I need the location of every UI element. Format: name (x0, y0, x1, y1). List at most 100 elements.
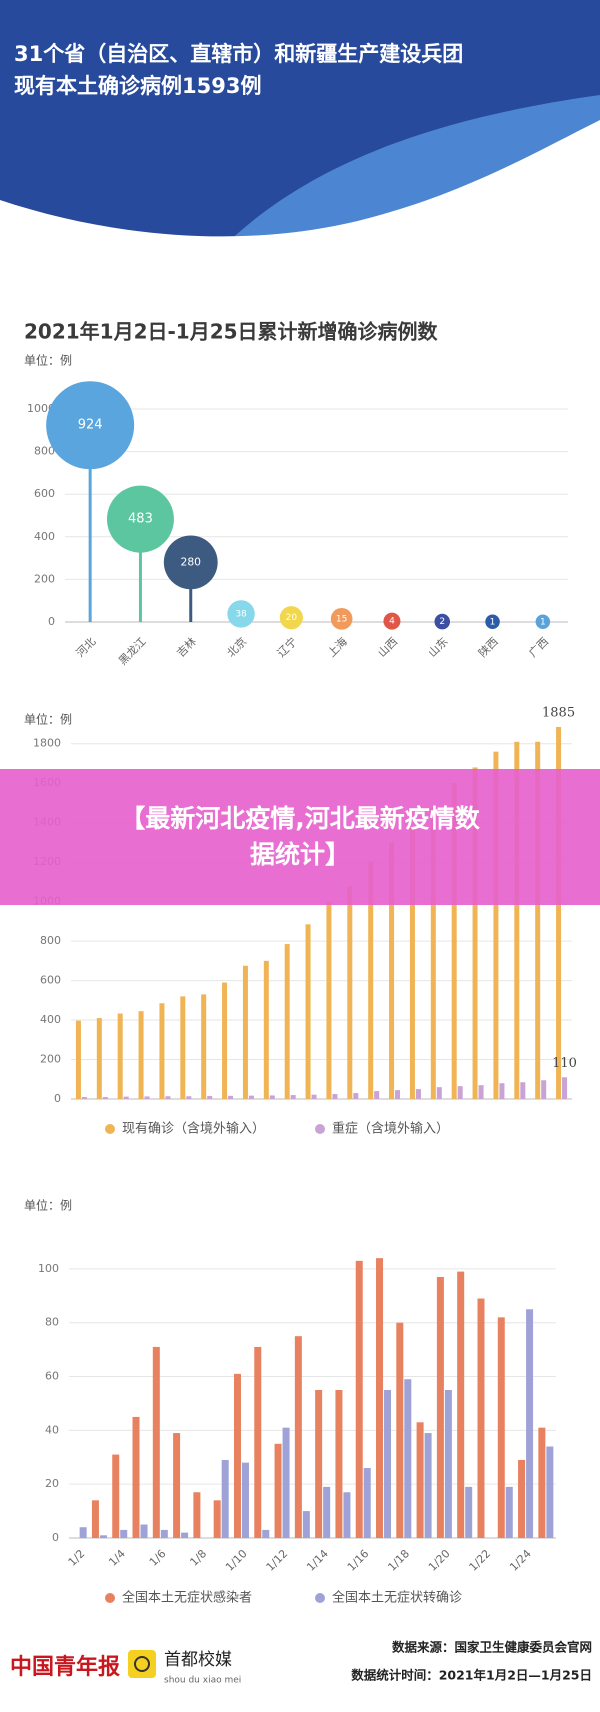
bar (353, 1093, 359, 1099)
y-tick-label: 80 (45, 1316, 59, 1329)
bar (323, 1486, 331, 1538)
bar (465, 1486, 473, 1538)
bar (374, 1091, 380, 1099)
bar (305, 924, 311, 1099)
x-tick-label: 陕西 (475, 634, 500, 659)
bar (96, 1018, 102, 1099)
logo-pinyin: shou du xiao mei (164, 1676, 241, 1686)
bar (263, 960, 269, 1099)
bubble (330, 607, 353, 630)
bar (91, 1500, 99, 1538)
bar (180, 996, 186, 1099)
bar (546, 1446, 554, 1538)
bar (499, 1083, 505, 1099)
value-label: 110 (552, 1056, 577, 1071)
x-tick-label: 1/4 (106, 1547, 128, 1569)
bar (132, 1416, 140, 1538)
y-tick-label: 1000 (27, 402, 55, 415)
header-title: 现有本土确诊病例1593例 (14, 74, 261, 98)
bubble (46, 381, 135, 470)
x-tick-label: 北京 (224, 634, 249, 659)
bar (497, 1317, 505, 1538)
source: 数据来源：国家卫生健康委员会官网 (391, 1640, 592, 1655)
period: 数据统计时间：2021年1月2日—1月25日 (350, 1668, 592, 1683)
bar (186, 1096, 192, 1099)
value-label: 280 (180, 555, 201, 568)
bar (416, 1422, 424, 1538)
value-label: 20 (286, 613, 298, 623)
y-tick-label: 600 (40, 974, 61, 987)
bubble (485, 614, 500, 630)
bar (526, 1309, 534, 1538)
banner: 【最新河北疫情,河北最新疫情数 据统计】 (0, 769, 600, 905)
bar (384, 1390, 392, 1538)
legend-label: 全国本土无症状感染者 (122, 1590, 252, 1606)
x-tick-label: 吉林 (174, 634, 199, 659)
logo-right: 首都校媒 (164, 1650, 232, 1670)
x-tick-label: 1/18 (385, 1547, 412, 1574)
bar (207, 1096, 213, 1099)
unit-label: 单位：例 (24, 712, 72, 727)
bar (242, 965, 248, 1099)
legend-swatch (315, 1593, 325, 1603)
footer: 中国青年报 首都校媒 shou du xiao mei 数据来源：国家卫生健康委… (10, 1640, 592, 1686)
bar (138, 1011, 144, 1099)
bar (363, 1468, 371, 1538)
legend-label: 重症（含境外输入） (332, 1121, 449, 1137)
bar (376, 1258, 384, 1538)
bar (404, 1379, 412, 1538)
x-tick-label: 山东 (426, 635, 451, 660)
bar (75, 1020, 81, 1099)
y-tick-label: 200 (40, 1053, 61, 1066)
bar (152, 1346, 160, 1538)
y-tick-label: 100 (38, 1262, 59, 1275)
bar (140, 1524, 148, 1538)
value-label: 2 (439, 617, 445, 627)
bar (514, 741, 520, 1099)
logo-icon (128, 1650, 156, 1678)
bar (436, 1087, 442, 1099)
x-tick-label: 1/6 (147, 1547, 169, 1569)
bar (355, 1260, 363, 1538)
bar (290, 1095, 296, 1099)
legend-swatch (105, 1593, 115, 1603)
bubble (279, 606, 303, 630)
legend-label: 全国本土无症状转确诊 (332, 1590, 462, 1606)
bar (284, 944, 290, 1099)
header-title: 31个省（自治区、直辖市）和新疆生产建设兵团 (14, 42, 463, 66)
bar (520, 1082, 526, 1099)
bar (213, 1500, 221, 1538)
bubble (383, 612, 401, 630)
header: 31个省（自治区、直辖市）和新疆生产建设兵团 现有本土确诊病例1593例 (0, 0, 600, 250)
bar (424, 1433, 432, 1538)
y-tick-label: 800 (40, 934, 61, 947)
bubble (163, 535, 218, 590)
bubble (434, 613, 451, 630)
bar (430, 806, 436, 1099)
bar (144, 1096, 150, 1099)
x-tick-label: 1/8 (187, 1547, 209, 1569)
bar (117, 1013, 123, 1099)
value-label: 38 (235, 609, 247, 619)
bar (269, 1095, 275, 1099)
bar (436, 1276, 444, 1538)
bar (477, 1298, 485, 1538)
bar (541, 1080, 547, 1099)
bar (160, 1529, 168, 1538)
banner-text: 【最新河北疫情,河北最新疫情数 (120, 804, 480, 833)
bar (315, 1390, 323, 1538)
x-tick-label: 1/16 (345, 1547, 372, 1574)
bar (201, 994, 207, 1099)
x-tick-label: 河北 (74, 635, 99, 660)
bar (472, 767, 478, 1099)
bar (556, 726, 562, 1099)
x-tick-label: 广西 (526, 635, 551, 660)
bubble (106, 485, 174, 553)
chart-title: 2021年1月2日-1月25日累计新增确诊病例数 (24, 320, 439, 344)
bar (347, 885, 353, 1099)
y-tick-label: 0 (48, 615, 55, 628)
bar (535, 741, 541, 1099)
value-label: 483 (128, 512, 153, 527)
y-tick-label: 0 (52, 1531, 59, 1544)
x-tick-label: 辽宁 (274, 634, 299, 659)
